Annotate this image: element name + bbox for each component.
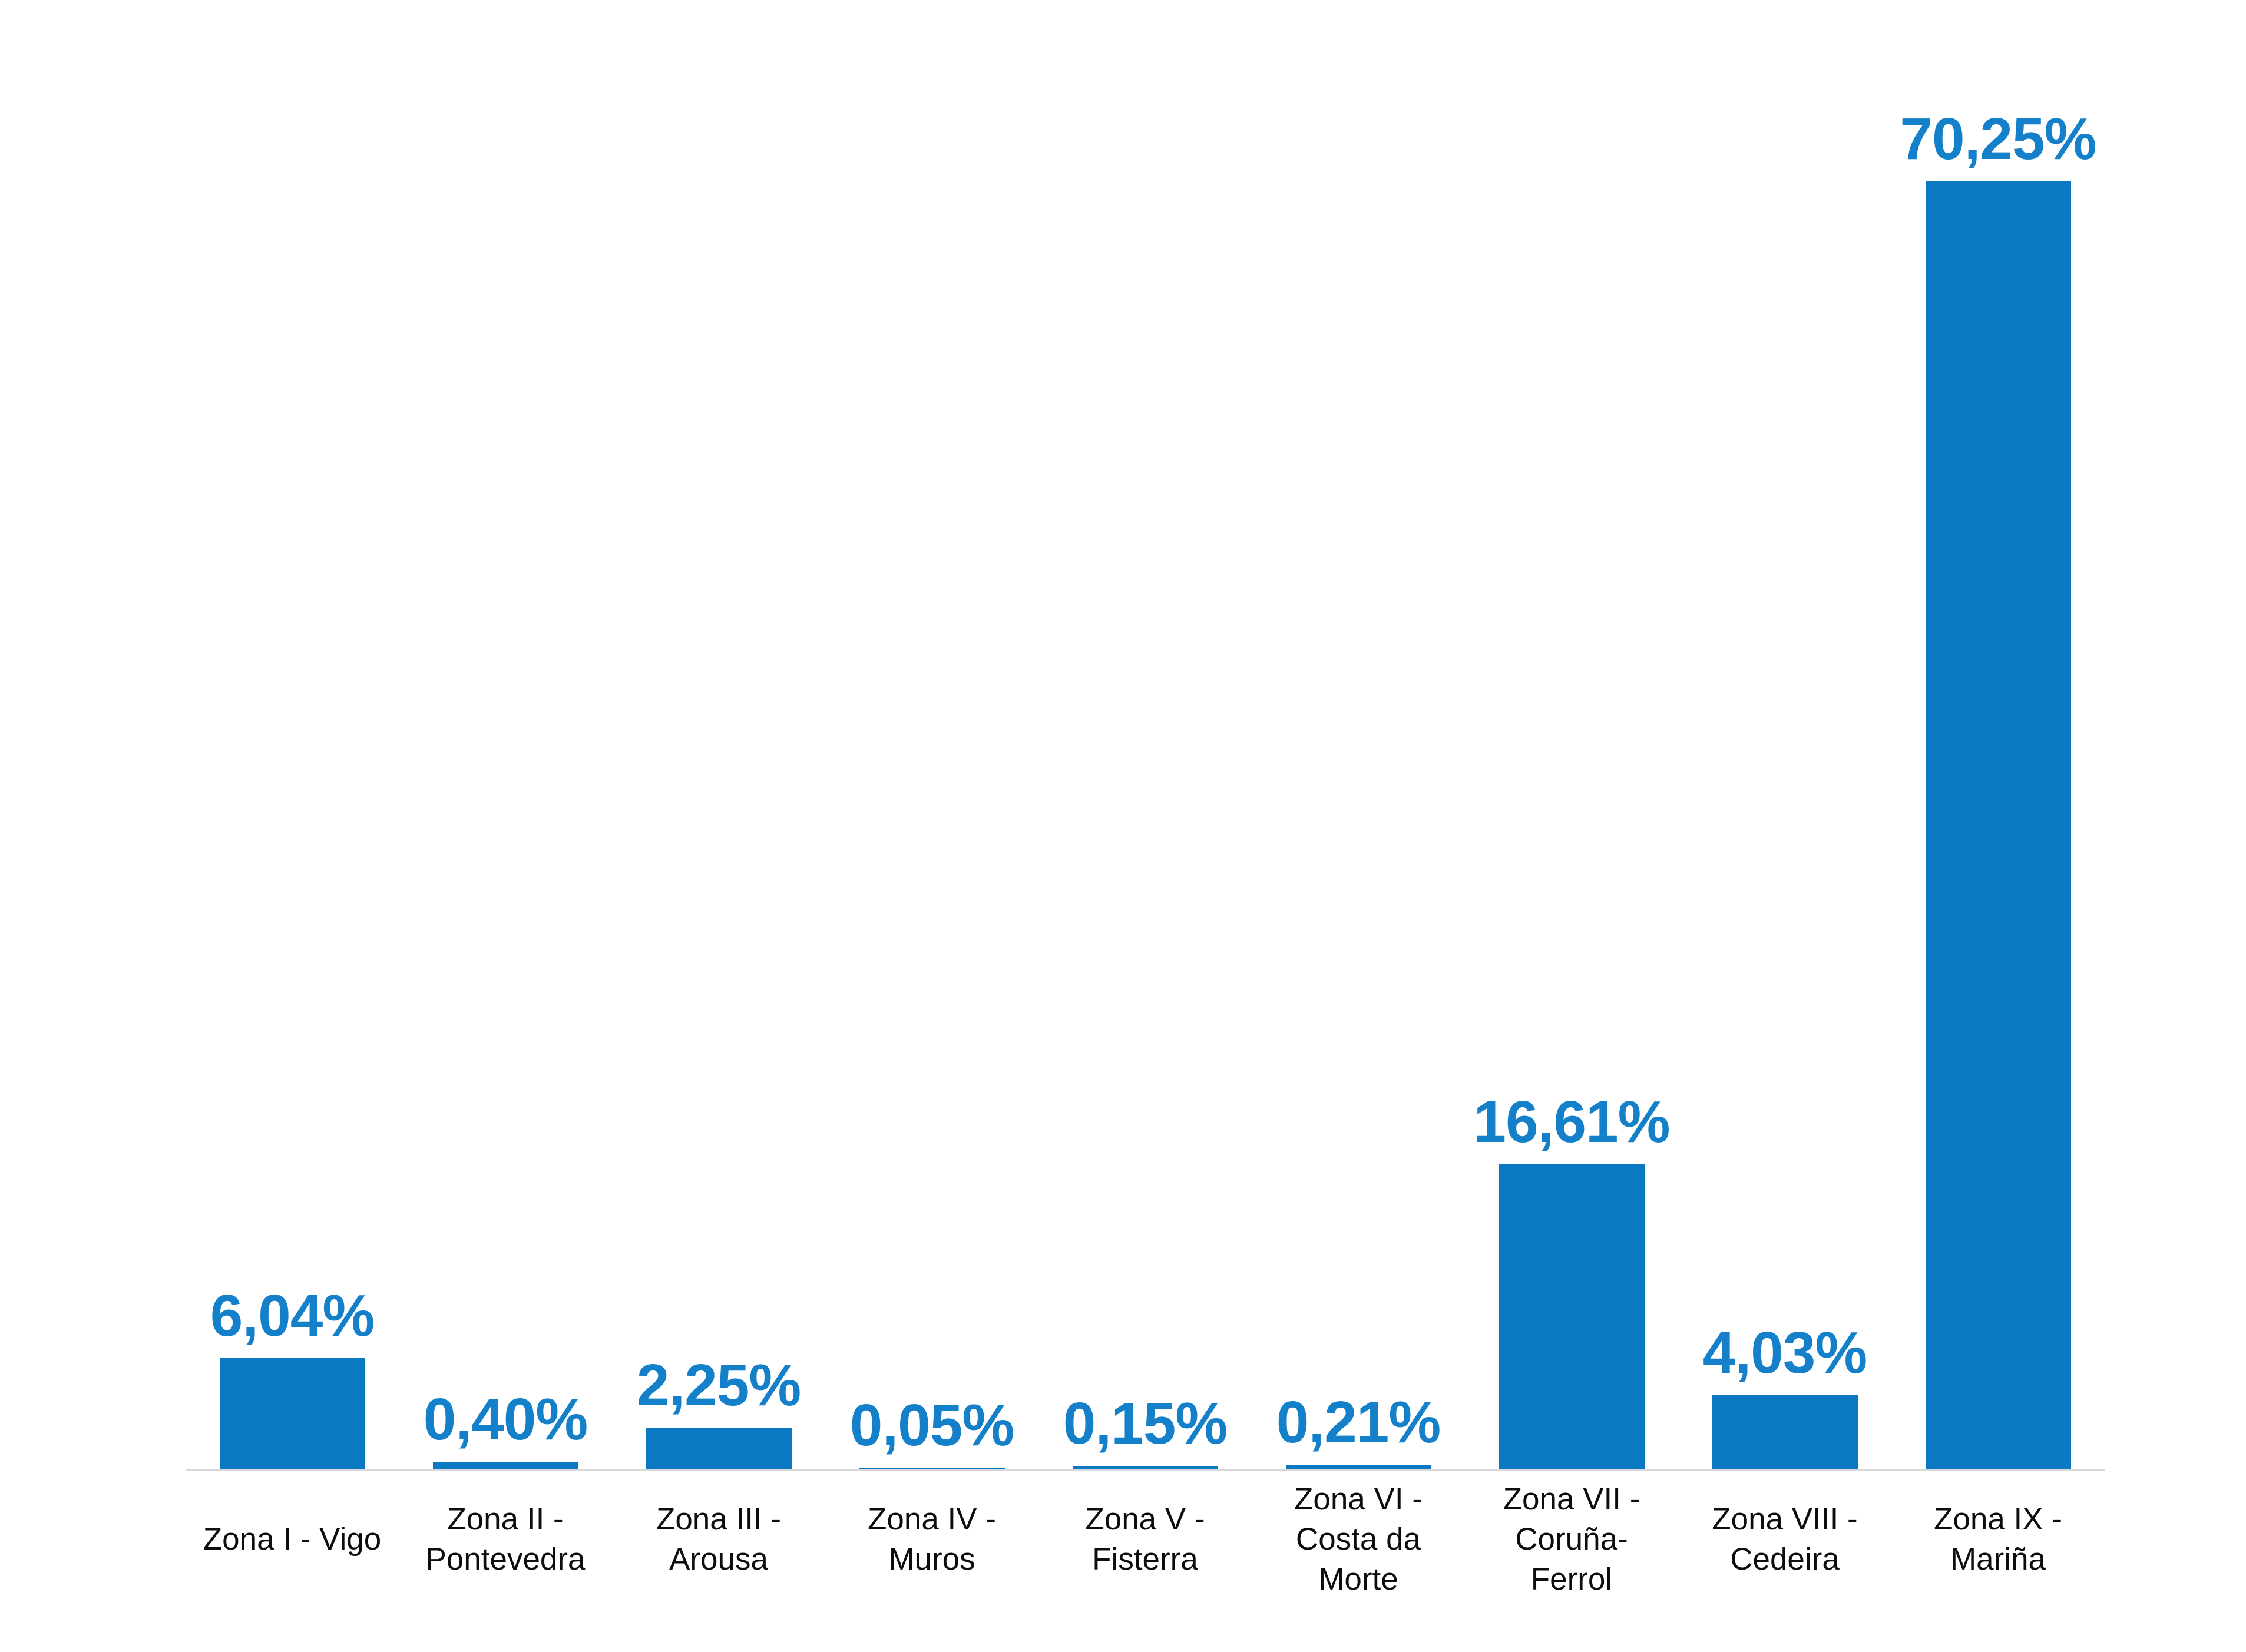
category-label: Zona VI - Costa da Morte	[1294, 1482, 1423, 1597]
bar-column: 2,25%	[612, 1356, 825, 1469]
bar	[432, 1462, 578, 1469]
bar-value-label: 2,25%	[636, 1352, 802, 1418]
x-axis-line	[186, 1469, 2105, 1471]
bar	[1285, 1465, 1431, 1469]
bar	[1072, 1466, 1218, 1469]
category-label: Zona III - Arousa	[656, 1502, 782, 1577]
bar-column: 0,05%	[825, 1396, 1038, 1469]
bar-column: 4,03%	[1678, 1323, 1891, 1469]
bar-value-label: 70,25%	[1900, 106, 2096, 172]
bar	[1499, 1164, 1645, 1469]
bar-column: 0,15%	[1038, 1394, 1252, 1469]
category-label: Zona IV - Muros	[868, 1502, 996, 1577]
bar	[859, 1468, 1005, 1469]
bar	[646, 1428, 792, 1469]
bar-column: 0,40%	[399, 1390, 612, 1469]
bar-column: 70,25%	[1891, 110, 2105, 1469]
bar-value-label: 4,03%	[1702, 1320, 1868, 1386]
bar	[1712, 1395, 1858, 1469]
bar	[1925, 181, 2071, 1469]
bar-column: 0,21%	[1252, 1393, 1465, 1469]
bar-column: 6,04%	[186, 1286, 399, 1469]
bar	[219, 1358, 365, 1469]
category-labels: Zona I - Vigo Zona II - Pontevedra Zona II…	[186, 1471, 2105, 1608]
bar-column: 16,61%	[1465, 1092, 1678, 1469]
bar-value-label: 0,05%	[849, 1392, 1015, 1458]
category-label: Zona V - Fisterra	[1085, 1502, 1205, 1577]
bar-value-label: 0,15%	[1063, 1391, 1228, 1456]
bar-value-label: 6,04%	[210, 1283, 375, 1349]
category-label: Zona IX - Mariña	[1934, 1502, 2062, 1577]
bar-value-label: 0,21%	[1276, 1389, 1441, 1455]
bar-value-label: 0,40%	[423, 1386, 588, 1452]
category-label: Zona II - Pontevedra	[425, 1502, 586, 1577]
category-label: Zona VIII - Cedeira	[1712, 1502, 1858, 1577]
category-label: Zona VII - Coruña- Ferrol	[1503, 1482, 1640, 1597]
bar-value-label: 16,61%	[1473, 1089, 1670, 1155]
plot-area: 6,04% 0,40% 2,25% 0,05% 0,15% 0,21% 16,61% 4,03…	[186, 0, 2105, 1469]
category-label: Zona I - Vigo	[203, 1522, 382, 1557]
